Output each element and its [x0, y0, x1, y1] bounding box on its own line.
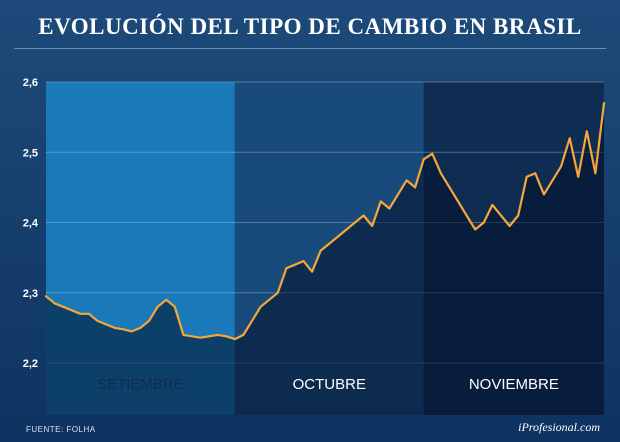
data-point-48: [457, 200, 459, 203]
y-tick-label: 2,2: [23, 358, 38, 370]
data-point-5: [88, 312, 90, 315]
y-tick-label: 2,4: [23, 218, 39, 230]
data-point-64: [594, 172, 597, 175]
data-point-34: [337, 235, 339, 238]
data-point-59: [551, 179, 554, 182]
data-point-22: [234, 338, 236, 340]
data-point-54: [508, 225, 511, 227]
data-point-2: [62, 305, 65, 308]
data-point-24: [251, 320, 253, 322]
data-point-49: [465, 214, 468, 217]
data-point-31: [311, 270, 313, 273]
data-point-63: [585, 130, 588, 133]
data-point-40: [388, 207, 391, 210]
data-point-65: [603, 102, 605, 104]
period-label-2: NOVIEMBRE: [469, 376, 559, 393]
data-point-57: [534, 172, 537, 175]
data-point-41: [397, 193, 399, 196]
data-point-30: [302, 260, 305, 262]
data-point-19: [208, 335, 211, 338]
y-tick-label: 2,3: [23, 288, 38, 300]
data-point-14: [165, 298, 168, 301]
data-point-16: [182, 334, 185, 336]
area-fill: [46, 103, 604, 415]
period-label-0: SETIEMBRE: [97, 376, 184, 393]
data-point-51: [482, 221, 485, 224]
data-point-8: [113, 327, 116, 329]
data-point-7: [105, 323, 107, 326]
data-point-58: [543, 193, 545, 196]
data-point-62: [577, 175, 580, 178]
data-point-35: [345, 228, 348, 231]
period-label-1: OCTUBRE: [293, 376, 366, 393]
y-tick-label: 2,6: [23, 77, 38, 89]
data-point-29: [294, 263, 296, 266]
data-point-10: [130, 330, 133, 333]
chart-title: EVOLUCIÓN DEL TIPO DE CAMBIO EN BRASIL: [38, 14, 582, 39]
data-point-36: [354, 221, 356, 224]
series-line: [44, 101, 606, 341]
data-point-55: [517, 214, 520, 217]
data-point-9: [122, 328, 125, 331]
data-point-46: [440, 172, 442, 175]
data-point-0: [45, 295, 47, 298]
data-point-45: [431, 152, 434, 155]
data-point-6: [96, 320, 99, 322]
data-point-13: [156, 305, 159, 308]
data-point-61: [568, 137, 571, 140]
data-point-38: [371, 225, 374, 227]
data-point-3: [70, 309, 73, 312]
data-point-23: [242, 334, 245, 336]
data-point-43: [414, 186, 416, 189]
data-point-56: [525, 175, 528, 178]
data-point-4: [79, 312, 82, 315]
data-point-52: [491, 204, 494, 206]
data-point-42: [405, 179, 408, 182]
period-labels: SETIEMBRE OCTUBRE NOVIEMBRE: [97, 376, 559, 393]
data-point-12: [148, 320, 150, 322]
data-point-25: [259, 305, 262, 308]
data-point-11: [139, 327, 142, 329]
data-point-60: [560, 165, 562, 168]
data-point-44: [422, 158, 425, 161]
data-point-17: [191, 335, 193, 338]
data-point-32: [319, 249, 322, 252]
y-axis-labels: 2,2 2,3 2,4 2,5 2,6: [23, 77, 39, 370]
title-divider: [14, 48, 606, 49]
data-point-33: [328, 242, 331, 245]
data-point-21: [225, 335, 228, 338]
data-point-1: [53, 302, 56, 305]
data-point-20: [216, 334, 219, 336]
data-point-15: [173, 305, 176, 308]
data-point-18: [199, 336, 202, 339]
area-under-line: [46, 103, 604, 415]
data-point-47: [448, 186, 451, 189]
brand-logo-text: iProfesional.com: [518, 420, 600, 434]
data-point-26: [268, 298, 271, 301]
data-point-37: [362, 214, 365, 217]
data-point-39: [379, 200, 382, 203]
y-tick-label: 2,5: [23, 147, 38, 159]
source-note: FUENTE: FOLHA: [26, 425, 96, 434]
data-point-53: [500, 214, 502, 217]
data-point-27: [276, 291, 279, 294]
series-line-tipo-de-cambio: [44, 101, 606, 341]
data-point-28: [285, 267, 288, 270]
data-point-50: [474, 228, 477, 231]
